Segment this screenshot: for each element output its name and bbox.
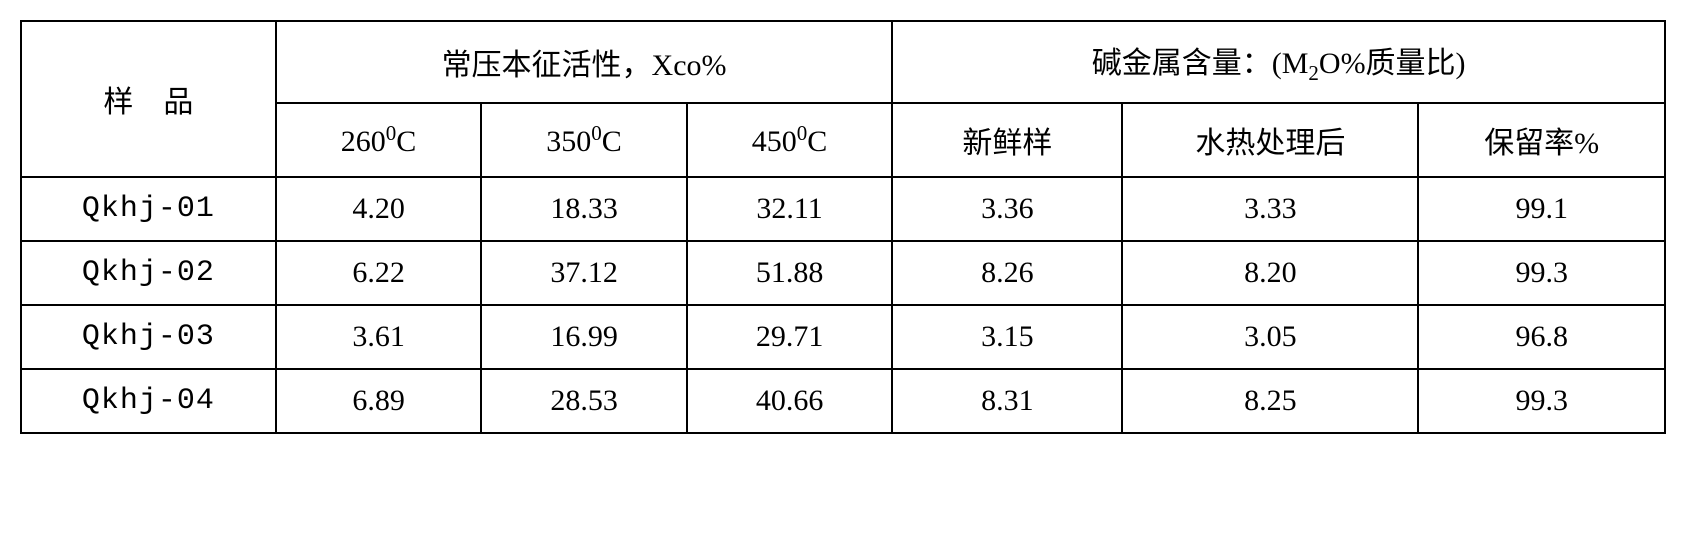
header-group-alkali-sub: 2 <box>1308 61 1319 85</box>
header-after: 水热处理后 <box>1122 103 1418 177</box>
cell-fresh: 8.31 <box>892 369 1122 433</box>
cell-450: 40.66 <box>687 369 893 433</box>
table-row: Qkhj-03 3.61 16.99 29.71 3.15 3.05 96.8 <box>21 305 1665 369</box>
header-450-unit: C <box>807 125 827 158</box>
cell-350: 16.99 <box>481 305 687 369</box>
header-260-sup: 0 <box>386 121 397 145</box>
cell-fresh: 3.15 <box>892 305 1122 369</box>
table-head: 样 品 常压本征活性，Xco% 碱金属含量：(M2O%质量比) 2600C 35… <box>21 21 1665 177</box>
cell-450: 51.88 <box>687 241 893 305</box>
header-350-unit: C <box>602 125 622 158</box>
table-row: Qkhj-04 6.89 28.53 40.66 8.31 8.25 99.3 <box>21 369 1665 433</box>
cell-260: 6.89 <box>276 369 482 433</box>
cell-retain: 99.3 <box>1418 241 1665 305</box>
header-fresh: 新鲜样 <box>892 103 1122 177</box>
header-260-unit: C <box>396 125 416 158</box>
header-group-activity: 常压本征活性，Xco% <box>276 21 893 103</box>
table-row: Qkhj-02 6.22 37.12 51.88 8.26 8.20 99.3 <box>21 241 1665 305</box>
header-retain: 保留率% <box>1418 103 1665 177</box>
data-table-container: 样 品 常压本征活性，Xco% 碱金属含量：(M2O%质量比) 2600C 35… <box>20 20 1666 434</box>
header-350-sup: 0 <box>591 121 602 145</box>
cell-after: 8.25 <box>1122 369 1418 433</box>
header-350c: 3500C <box>481 103 687 177</box>
cell-sample: Qkhj-03 <box>21 305 276 369</box>
table-body: Qkhj-01 4.20 18.33 32.11 3.36 3.33 99.1 … <box>21 177 1665 433</box>
cell-350: 18.33 <box>481 177 687 241</box>
header-row-1: 样 品 常压本征活性，Xco% 碱金属含量：(M2O%质量比) <box>21 21 1665 103</box>
cell-after: 3.05 <box>1122 305 1418 369</box>
cell-sample: Qkhj-02 <box>21 241 276 305</box>
cell-450: 29.71 <box>687 305 893 369</box>
table-row: Qkhj-01 4.20 18.33 32.11 3.36 3.33 99.1 <box>21 177 1665 241</box>
cell-retain: 99.3 <box>1418 369 1665 433</box>
data-table: 样 品 常压本征活性，Xco% 碱金属含量：(M2O%质量比) 2600C 35… <box>20 20 1666 434</box>
cell-fresh: 8.26 <box>892 241 1122 305</box>
cell-after: 3.33 <box>1122 177 1418 241</box>
cell-retain: 96.8 <box>1418 305 1665 369</box>
header-450-sup: 0 <box>797 121 808 145</box>
header-260c: 2600C <box>276 103 482 177</box>
cell-260: 4.20 <box>276 177 482 241</box>
cell-sample: Qkhj-01 <box>21 177 276 241</box>
header-350-num: 350 <box>546 125 591 158</box>
header-group-alkali-paren: (M <box>1272 47 1309 80</box>
header-450-num: 450 <box>752 125 797 158</box>
cell-fresh: 3.36 <box>892 177 1122 241</box>
cell-retain: 99.1 <box>1418 177 1665 241</box>
cell-450: 32.11 <box>687 177 893 241</box>
cell-260: 3.61 <box>276 305 482 369</box>
cell-260: 6.22 <box>276 241 482 305</box>
header-450c: 4500C <box>687 103 893 177</box>
header-260-num: 260 <box>341 125 386 158</box>
header-group-alkali-prefix: 碱金属含量： <box>1092 47 1272 80</box>
cell-350: 28.53 <box>481 369 687 433</box>
header-group-alkali: 碱金属含量：(M2O%质量比) <box>892 21 1665 103</box>
cell-after: 8.20 <box>1122 241 1418 305</box>
header-sample: 样 品 <box>21 21 276 177</box>
header-group-alkali-rest: O%质量比) <box>1319 47 1466 80</box>
cell-350: 37.12 <box>481 241 687 305</box>
cell-sample: Qkhj-04 <box>21 369 276 433</box>
